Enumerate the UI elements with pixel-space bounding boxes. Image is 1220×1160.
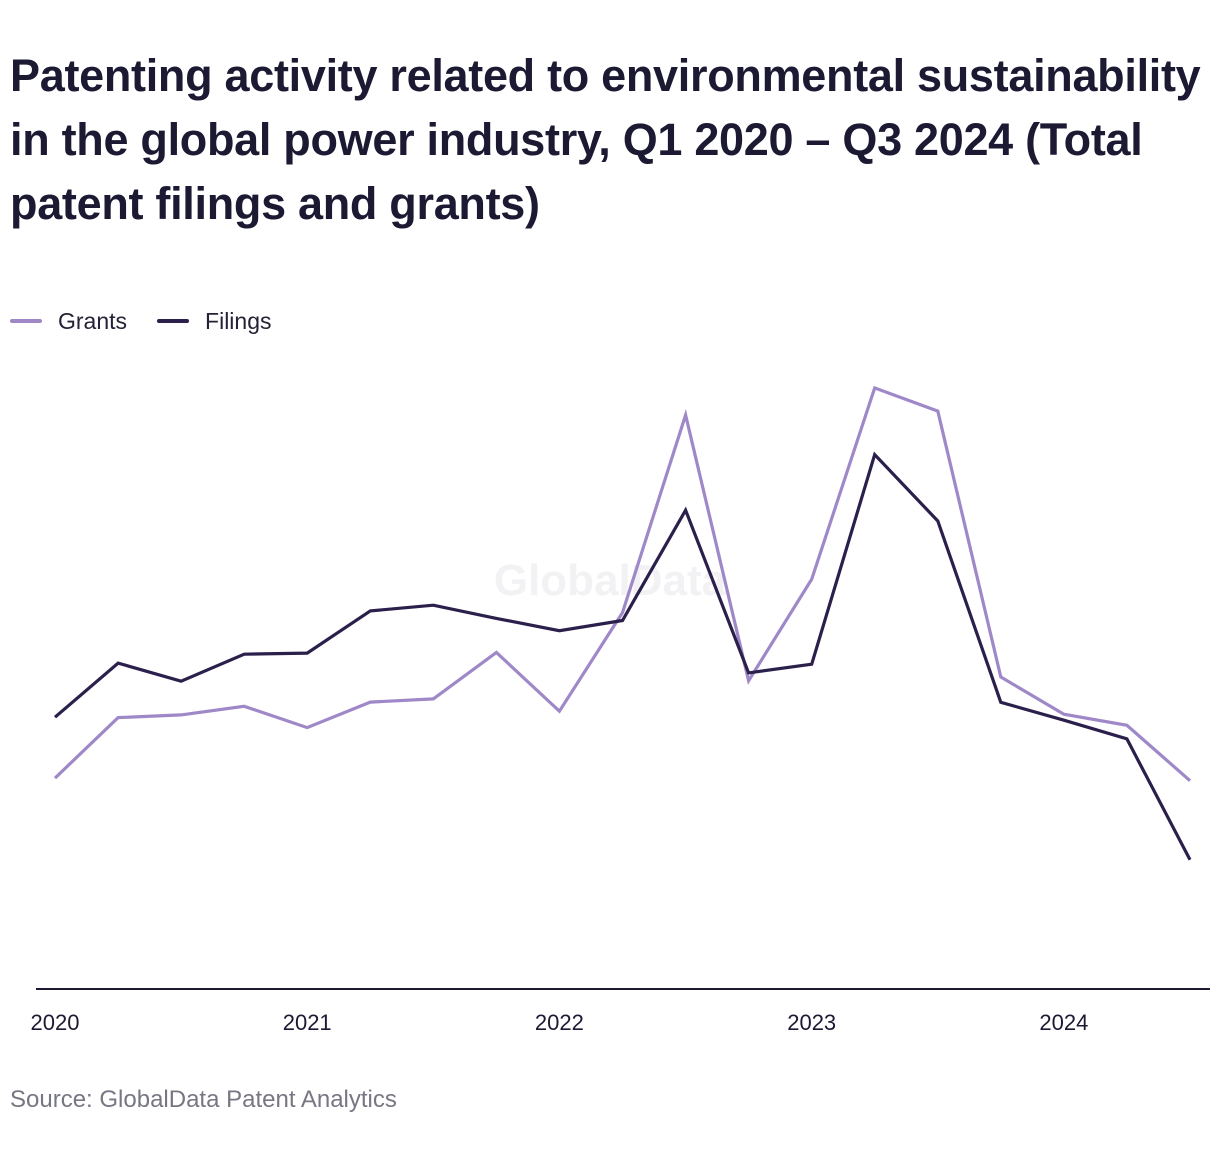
x-tick-label: 2020: [31, 1010, 80, 1035]
series-line-grants: [53, 385, 1192, 782]
watermark: GlobalData: [494, 556, 727, 605]
legend-item-filings: Filings: [157, 307, 272, 335]
legend: Grants Filings: [10, 306, 272, 336]
x-tick-label: 2023: [787, 1010, 836, 1035]
line-chart: GlobalData 2020 2021 2022 2023 2024: [31, 385, 1210, 1035]
x-tick-label: 2024: [1039, 1010, 1088, 1035]
chart-title: Patenting activity related to environmen…: [10, 50, 1201, 229]
legend-swatch-filings: [157, 319, 190, 323]
legend-label-grants: Grants: [58, 307, 128, 334]
x-tick-label: 2021: [283, 1010, 332, 1035]
x-axis-ticks: 2020 2021 2022 2023 2024: [31, 1010, 1089, 1035]
x-tick-label: 2022: [535, 1010, 584, 1035]
legend-label-filings: Filings: [205, 307, 272, 334]
series-layer: [53, 385, 1192, 861]
source-note: Source: GlobalData Patent Analytics: [10, 1086, 397, 1113]
legend-swatch-grants: [10, 319, 42, 323]
series-line-filings: [53, 451, 1192, 861]
legend-item-grants: Grants: [10, 308, 127, 335]
